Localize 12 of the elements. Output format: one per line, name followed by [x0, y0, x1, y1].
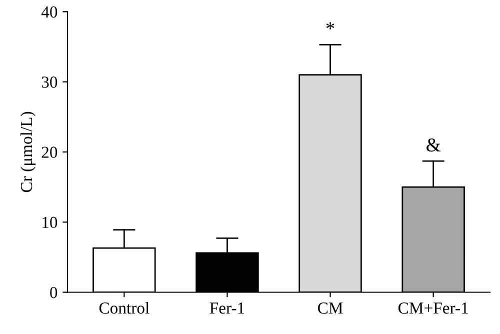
- y-axis-title: Cr (μmol/L): [20, 112, 36, 192]
- x-tick-label: Control: [99, 302, 150, 314]
- y-tick-label: 20: [42, 146, 58, 158]
- y-tick-label: 0: [50, 286, 58, 298]
- y-tick-label: 30: [42, 76, 58, 88]
- annotation: &: [426, 138, 441, 152]
- y-tick-label: 40: [41, 6, 58, 18]
- x-tick-label: CM+Fer-1: [398, 302, 468, 314]
- x-tick-label: Fer-1: [210, 302, 244, 314]
- x-tick-label: CM: [318, 302, 343, 314]
- annotation: *: [326, 22, 334, 30]
- y-tick-label: 10: [42, 216, 58, 228]
